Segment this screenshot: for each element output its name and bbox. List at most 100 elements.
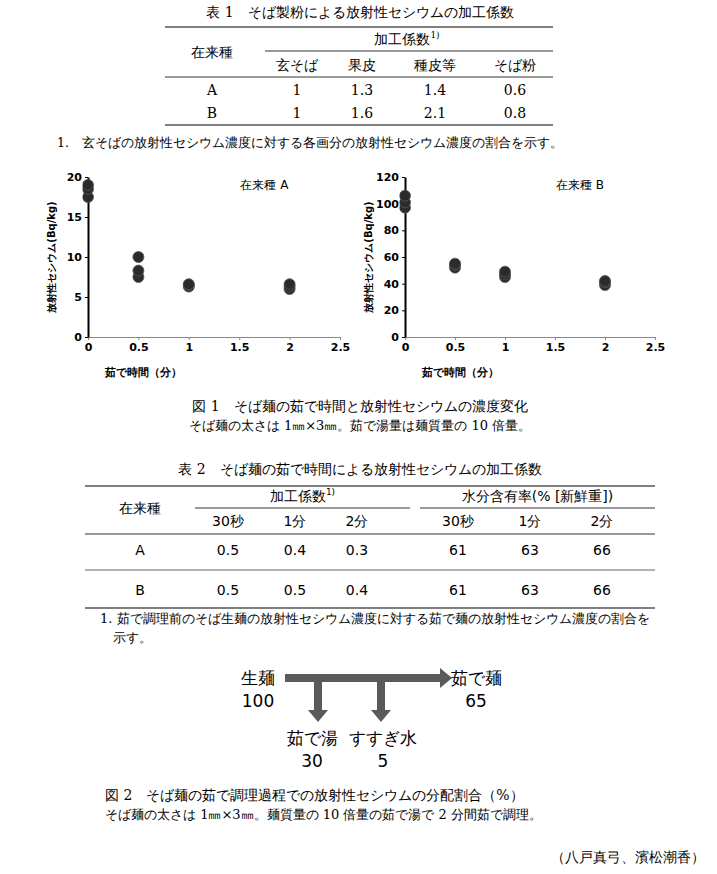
rule [165, 26, 553, 27]
cell: 0.3 [346, 542, 368, 558]
rule [265, 51, 553, 52]
column-header: 30秒 [442, 513, 474, 529]
tick-mark [505, 337, 506, 340]
cell: 2.1 [424, 105, 446, 121]
cell: 1.6 [351, 105, 373, 121]
group-label: 加工係数 [374, 31, 430, 47]
arrow [308, 682, 328, 722]
group-label: 加工係数 [270, 488, 326, 504]
tick-mark [402, 177, 405, 178]
tick-mark [85, 177, 88, 178]
tick-label: 1 [185, 341, 193, 354]
cell: 0.5 [284, 582, 306, 598]
tick: 20 [384, 304, 405, 317]
point [133, 252, 144, 263]
column-header: 2分 [346, 513, 369, 529]
tick-label: 100 [376, 198, 399, 211]
footnote-mark: 1) [326, 487, 335, 497]
tick-mark [402, 257, 405, 258]
footnote: 1. 茹で調理前のそば生麺の放射性セシウム濃度に対する茹で麺の放射性セシウム濃度… [100, 609, 660, 647]
caption: そば麺の太さは 1㎜×3㎜。茹で湯量は麺質量の 10 倍量。 [189, 418, 531, 433]
point [183, 279, 194, 290]
tick-label: 2 [286, 341, 294, 354]
tick-label: 1.5 [546, 341, 566, 354]
tick-label: 2 [602, 341, 610, 354]
tick: 60 [384, 251, 405, 264]
tick-mark [290, 337, 291, 340]
point [183, 280, 194, 291]
axis-line [406, 337, 656, 338]
node-value: 100 [242, 691, 274, 711]
tick: 2 [602, 337, 610, 354]
cell: 66 [593, 582, 611, 598]
point [450, 258, 461, 269]
rule [195, 508, 410, 509]
column-header: 種皮等 [414, 57, 456, 73]
column-header: 果皮 [348, 57, 376, 73]
cell: 0.8 [504, 105, 526, 121]
table-2: 表 2 そば麺の茹で時間による放射性セシウムの加工係数在来種加工係数1)30秒1… [85, 461, 660, 653]
group-label: 水分含有率(% [新鮮重]) [462, 488, 614, 504]
node-label: 生麺 [241, 668, 275, 688]
rule [85, 534, 655, 535]
rule [85, 570, 655, 571]
cell: 0.5 [217, 542, 239, 558]
chart-title: 在来種 B [556, 178, 604, 192]
cell: 61 [449, 582, 467, 598]
point [284, 279, 295, 290]
row-label: A [135, 542, 145, 558]
tick-mark [402, 230, 405, 231]
table-1: 表 1 そば製粉による放射性セシウムの加工係数在来種加工係数1)玄そば果皮種皮等… [57, 4, 563, 150]
cell: 61 [449, 542, 467, 558]
node-label: 茹で湯 [287, 728, 338, 748]
caption: そば麺の太さは 1㎜×3㎜。麺質量の 10 倍量の茹で湯で 2 分間茹で調理。 [105, 807, 542, 822]
rule [420, 508, 655, 509]
node-value: 65 [465, 691, 487, 711]
tick: 0 [85, 337, 93, 354]
tick-mark [85, 297, 88, 298]
group-header: 加工係数1) [270, 487, 335, 504]
row-header: 在来種 [191, 44, 233, 60]
tick: 1 [185, 337, 193, 354]
row-label: B [207, 105, 217, 121]
column-header: 2分 [591, 513, 614, 529]
axis-title: 茹で時間（分） [421, 366, 499, 379]
cell: 0.6 [504, 82, 526, 98]
tick: 1.5 [230, 337, 250, 354]
node-label: 茹で麺 [451, 668, 502, 688]
tick-label: 0 [402, 341, 410, 354]
tick: 15 [67, 211, 88, 224]
node-value: 5 [378, 751, 389, 771]
tick: 2 [286, 337, 294, 354]
tick-mark [605, 337, 606, 340]
tick-mark [402, 284, 405, 285]
tick: 1 [502, 337, 510, 354]
tick-mark [655, 337, 656, 340]
tick-label: 0 [74, 331, 82, 344]
node-value: 30 [301, 751, 323, 771]
tick-label: 60 [384, 251, 400, 264]
tick-mark [340, 337, 341, 340]
column-header: そば粉 [494, 57, 536, 73]
row-label: B [135, 582, 145, 598]
tick: 40 [384, 278, 405, 291]
tick-mark [85, 257, 88, 258]
tick: 0 [74, 331, 88, 344]
cell: 1 [293, 105, 302, 121]
chart: 00.511.522.505101520在来種 A茹で時間（分）放射性セシウム(… [46, 171, 350, 379]
rule [165, 77, 553, 78]
axis-line [89, 337, 341, 338]
tick-label: 5 [74, 291, 82, 304]
tick-mark [138, 337, 139, 340]
page: 表 1 そば製粉による放射性セシウムの加工係数在来種加工係数1)玄そば果皮種皮等… [0, 0, 717, 874]
tick-label: 1 [502, 341, 510, 354]
table-title: 表 1 そば製粉による放射性セシウムの加工係数 [206, 4, 513, 20]
cell: 66 [593, 542, 611, 558]
point [133, 265, 144, 276]
tick: 80 [384, 224, 405, 237]
point [600, 276, 611, 287]
group-header: 水分含有率(% [新鮮重]) [462, 488, 614, 504]
arrow [371, 682, 391, 722]
tick: 10 [67, 251, 88, 264]
cell: 63 [521, 582, 539, 598]
